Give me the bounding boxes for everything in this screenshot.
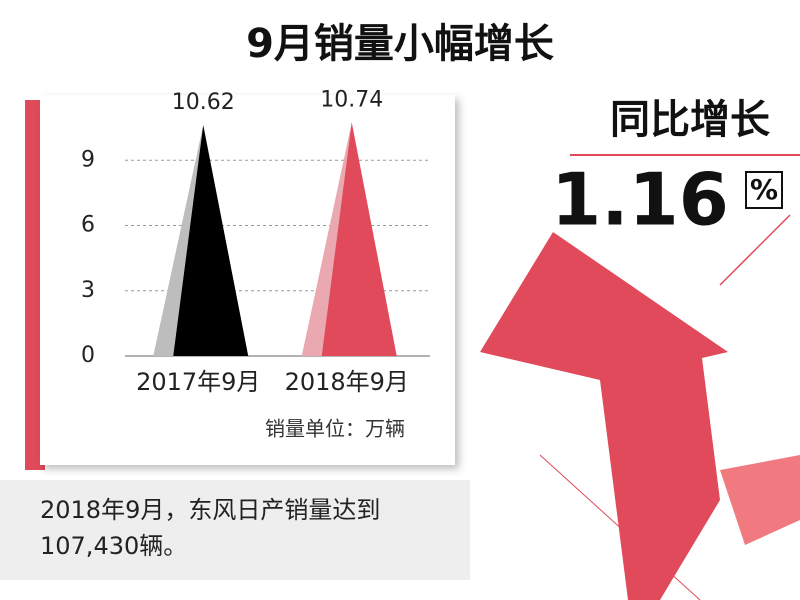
- peak: [321, 122, 397, 356]
- value-label: 10.62: [172, 90, 235, 115]
- chart-title: 9月销量小幅增长: [246, 21, 554, 67]
- growth-value: 1.16: [551, 158, 729, 242]
- x-tick-label: 2017年9月: [136, 368, 260, 396]
- caption-wrap: 2018年9月，东风日产销量达到107,430辆。: [40, 496, 381, 560]
- arrow: [480, 232, 728, 600]
- y-tick-label: 3: [81, 278, 95, 303]
- caption-box: [0, 480, 470, 580]
- x-tick-label: 2018年9月: [285, 368, 409, 396]
- peak-shade: [301, 122, 352, 356]
- peak: [173, 125, 249, 356]
- peak-shade: [153, 125, 204, 356]
- deco-line: [539, 454, 701, 600]
- growth-label: 同比增长: [610, 97, 770, 143]
- value-label: 10.74: [320, 87, 383, 112]
- y-tick-label: 6: [81, 213, 95, 238]
- deco-line: [719, 214, 791, 286]
- arrow-light: [720, 455, 800, 545]
- caption: 2018年9月，东风日产销量达到107,430辆。: [40, 496, 381, 560]
- unit-box: [745, 171, 783, 209]
- growth-unit: %: [750, 173, 778, 206]
- unit-note: 销量单位：万辆: [265, 417, 405, 441]
- card: [40, 95, 455, 465]
- y-tick-label: 0: [81, 343, 95, 368]
- y-tick-label: 9: [81, 147, 95, 172]
